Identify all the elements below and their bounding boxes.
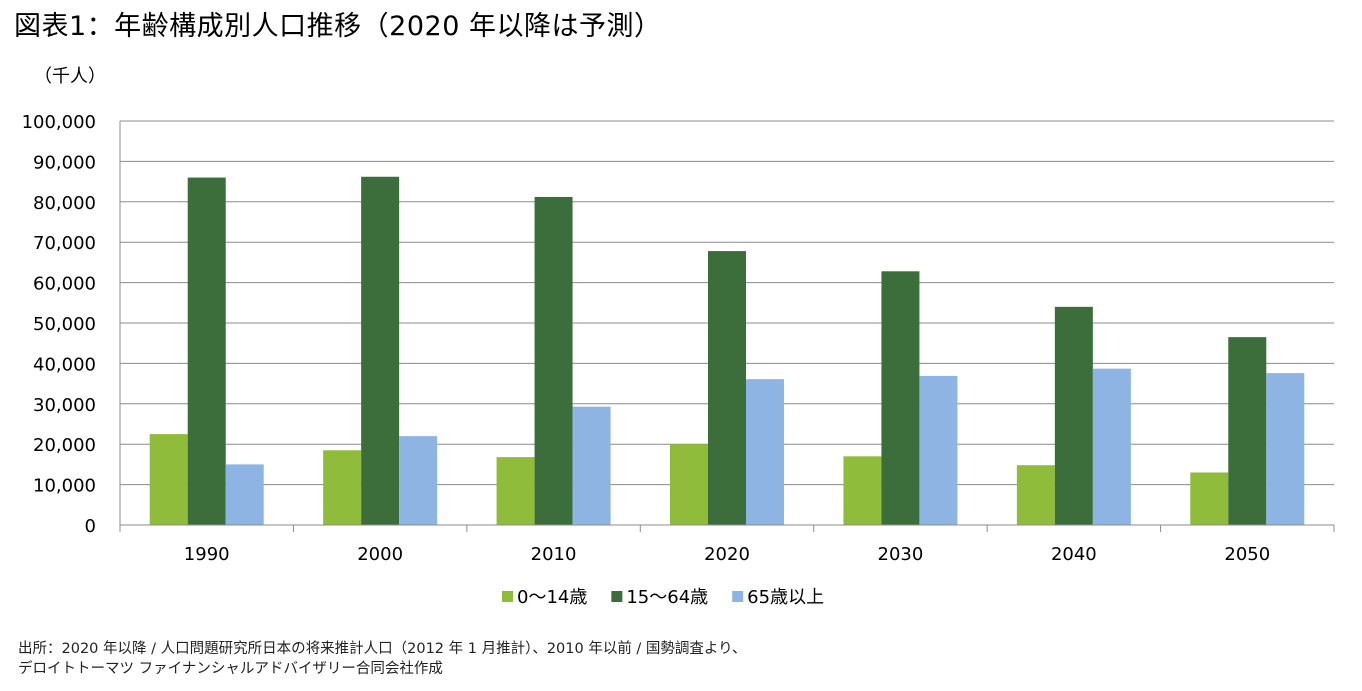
legend-label-1: 15〜64歳 — [626, 587, 708, 608]
bar-2020-series-2 — [746, 379, 784, 525]
x-axis-ticks: 1990 2000 2010 2020 2030 2040 2050 — [184, 544, 1270, 565]
y-tick-label: 100,000 — [22, 112, 96, 133]
bar-2030-series-1 — [881, 271, 920, 525]
chart-title: 図表1：年齢構成別人口推移（2020 年以降は予測） — [14, 11, 662, 42]
bar-1990-series-2 — [225, 464, 264, 525]
legend: 0〜14歳 15〜64歳 65歳以上 — [502, 587, 824, 608]
x-tick-label: 2050 — [1224, 544, 1270, 565]
source-note: 出所：2020 年以降 / 人口問題研究所日本の将来推計人口（2012 年 1 … — [18, 639, 747, 679]
y-tick-label: 80,000 — [33, 193, 96, 214]
y-tick-label: 20,000 — [33, 435, 96, 456]
legend-label-2: 65歳以上 — [747, 587, 824, 608]
bar-1990-series-0 — [149, 434, 188, 525]
y-tick-label: 50,000 — [33, 314, 96, 335]
y-tick-label: 30,000 — [33, 395, 96, 416]
x-tick-label: 2010 — [531, 544, 577, 565]
bar-2000-series-2 — [399, 436, 438, 525]
bar-2050-series-0 — [1190, 472, 1229, 525]
bar-2000-series-1 — [361, 176, 400, 525]
bar-2020-series-0 — [670, 444, 708, 525]
y-axis-unit-label: （千人） — [34, 66, 106, 87]
bar-2050-series-1 — [1228, 337, 1267, 525]
bar-2040-series-1 — [1054, 306, 1093, 525]
bar-2040-series-2 — [1092, 368, 1131, 525]
y-axis-ticks: 0 10,000 20,000 30,000 40,000 50,000 60,000 70,… — [22, 112, 96, 537]
legend-swatch-0 — [502, 591, 513, 602]
y-tick-label: 10,000 — [33, 476, 96, 497]
x-tick-label: 2020 — [704, 544, 750, 565]
y-tick-label: 0 — [85, 516, 96, 537]
x-axis — [119, 121, 1335, 532]
source-line-2: デロイトトーマツ ファイナンシャルアドバイザリー合同会社作成 — [18, 661, 443, 677]
legend-label-0: 0〜14歳 — [517, 587, 587, 608]
bar-2020-series-1 — [708, 251, 746, 525]
legend-swatch-1 — [611, 591, 623, 602]
y-tick-label: 90,000 — [33, 152, 96, 173]
bars — [149, 176, 1305, 525]
x-tick-label: 2000 — [357, 544, 403, 565]
bar-1990-series-1 — [187, 177, 226, 525]
bar-2040-series-0 — [1016, 465, 1055, 525]
x-tick-label: 2030 — [878, 544, 924, 565]
y-tick-label: 70,000 — [33, 233, 96, 254]
bar-2030-series-0 — [843, 456, 882, 525]
bar-2000-series-0 — [323, 450, 362, 525]
source-line-1: 出所：2020 年以降 / 人口問題研究所日本の将来推計人口（2012 年 1 … — [18, 641, 747, 657]
bar-2030-series-2 — [919, 375, 958, 525]
y-tick-label: 60,000 — [33, 274, 96, 295]
y-tick-label: 40,000 — [33, 354, 96, 375]
bar-2010-series-2 — [572, 406, 611, 525]
bar-2050-series-2 — [1266, 373, 1305, 525]
bar-2010-series-1 — [534, 196, 573, 525]
bar-2010-series-0 — [496, 457, 535, 525]
legend-swatch-2 — [732, 591, 744, 602]
x-tick-label: 2040 — [1051, 544, 1097, 565]
x-tick-label: 1990 — [184, 544, 230, 565]
